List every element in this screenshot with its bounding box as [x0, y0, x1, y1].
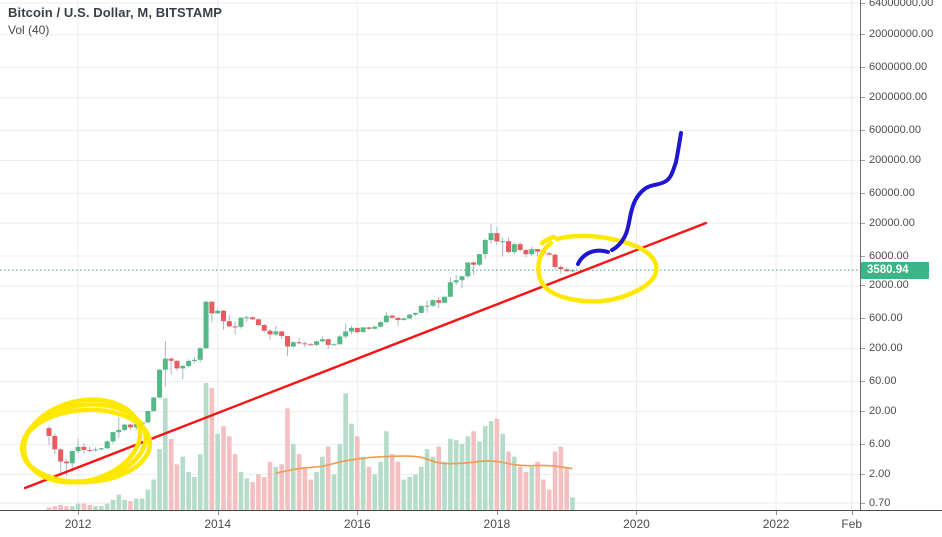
time-tick-label: 2012 [64, 517, 92, 531]
time-axis[interactable]: 2012 2014 2016 2018 2020 2022 Feb [0, 510, 942, 537]
price-tick-dash [861, 34, 865, 36]
price-tick-label: 0.70 [869, 496, 891, 509]
time-tick-dash [217, 511, 219, 515]
yellow-circle-right[interactable] [536, 233, 659, 304]
price-tick-label: 60.00 [869, 375, 897, 388]
price-tick-dash [861, 222, 865, 224]
price-tick-dash [861, 348, 865, 350]
candles [46, 223, 576, 476]
price-tick-dash [861, 129, 865, 131]
symbol-title[interactable]: Bitcoin / U.S. Dollar, M, BITSTAMP [8, 5, 223, 20]
time-tick-dash [357, 511, 359, 515]
volume-ma-line [275, 455, 573, 474]
price-tick-label: 6.00 [869, 437, 891, 450]
time-tick-dash [776, 511, 778, 515]
price-tick-dash [861, 411, 865, 413]
volume-indicator-label[interactable]: Vol (40) [8, 23, 50, 37]
price-tick-dash [861, 67, 865, 69]
price-tick-label: 6000000.00 [869, 61, 928, 74]
yellow-circle-left[interactable] [15, 388, 153, 494]
time-tick-label: Feb [841, 517, 863, 531]
price-tick-dash [861, 443, 865, 445]
price-tick-label: 20000000.00 [869, 28, 934, 41]
last-price-badge: 3580.94 [861, 261, 929, 279]
price-tick-dash [861, 318, 865, 320]
price-tick-label: 20.00 [869, 405, 897, 418]
price-tick-dash [861, 2, 865, 4]
candlestick-chart[interactable] [0, 0, 860, 510]
price-axis[interactable]: 3580.94 64000000.00 20000000.00 6000000.00… [860, 0, 942, 510]
volume-bars [46, 383, 575, 510]
yellow-circle-right-dash[interactable] [539, 234, 557, 246]
price-tick-dash [861, 285, 865, 287]
price-tick-label: 2000000.00 [869, 91, 928, 104]
trend-line[interactable] [23, 221, 708, 490]
price-tick-label: 64000000.00 [869, 0, 934, 9]
projection-line[interactable] [576, 248, 610, 266]
time-tick-dash [851, 511, 853, 515]
price-tick-label: 20000.00 [869, 216, 915, 229]
price-tick-label: 60000.00 [869, 186, 915, 199]
time-tick-dash [78, 511, 80, 515]
time-tick-label: 2020 [623, 517, 650, 531]
price-tick-dash [861, 255, 865, 257]
projection-line[interactable] [610, 131, 683, 252]
price-tick-label: 2.00 [869, 467, 891, 480]
price-tick-dash [861, 381, 865, 383]
time-tick-label: 2016 [343, 517, 371, 531]
price-tick-dash [861, 97, 865, 99]
chart-legend: Bitcoin / U.S. Dollar, M, BITSTAMP Vol (… [8, 5, 222, 37]
price-tick-label: 600000.00 [869, 123, 921, 136]
time-tick-label: 2018 [483, 517, 511, 531]
price-tick-dash [861, 159, 865, 161]
time-tick-label: 2014 [204, 517, 232, 531]
time-tick-label: 2022 [762, 517, 790, 531]
price-tick-label: 200000.00 [869, 153, 921, 166]
chart-pane[interactable] [0, 0, 860, 510]
price-tick-dash [861, 473, 865, 475]
time-tick-dash [636, 511, 638, 515]
grid [0, 0, 860, 510]
price-tick-label: 200.00 [869, 342, 903, 355]
price-tick-label: 6000.00 [869, 249, 909, 262]
price-tick-label: 2000.00 [869, 279, 909, 292]
price-tick-label: 600.00 [869, 312, 903, 325]
time-tick-dash [496, 511, 498, 515]
price-tick-dash [861, 192, 865, 194]
price-tick-dash [861, 502, 865, 504]
